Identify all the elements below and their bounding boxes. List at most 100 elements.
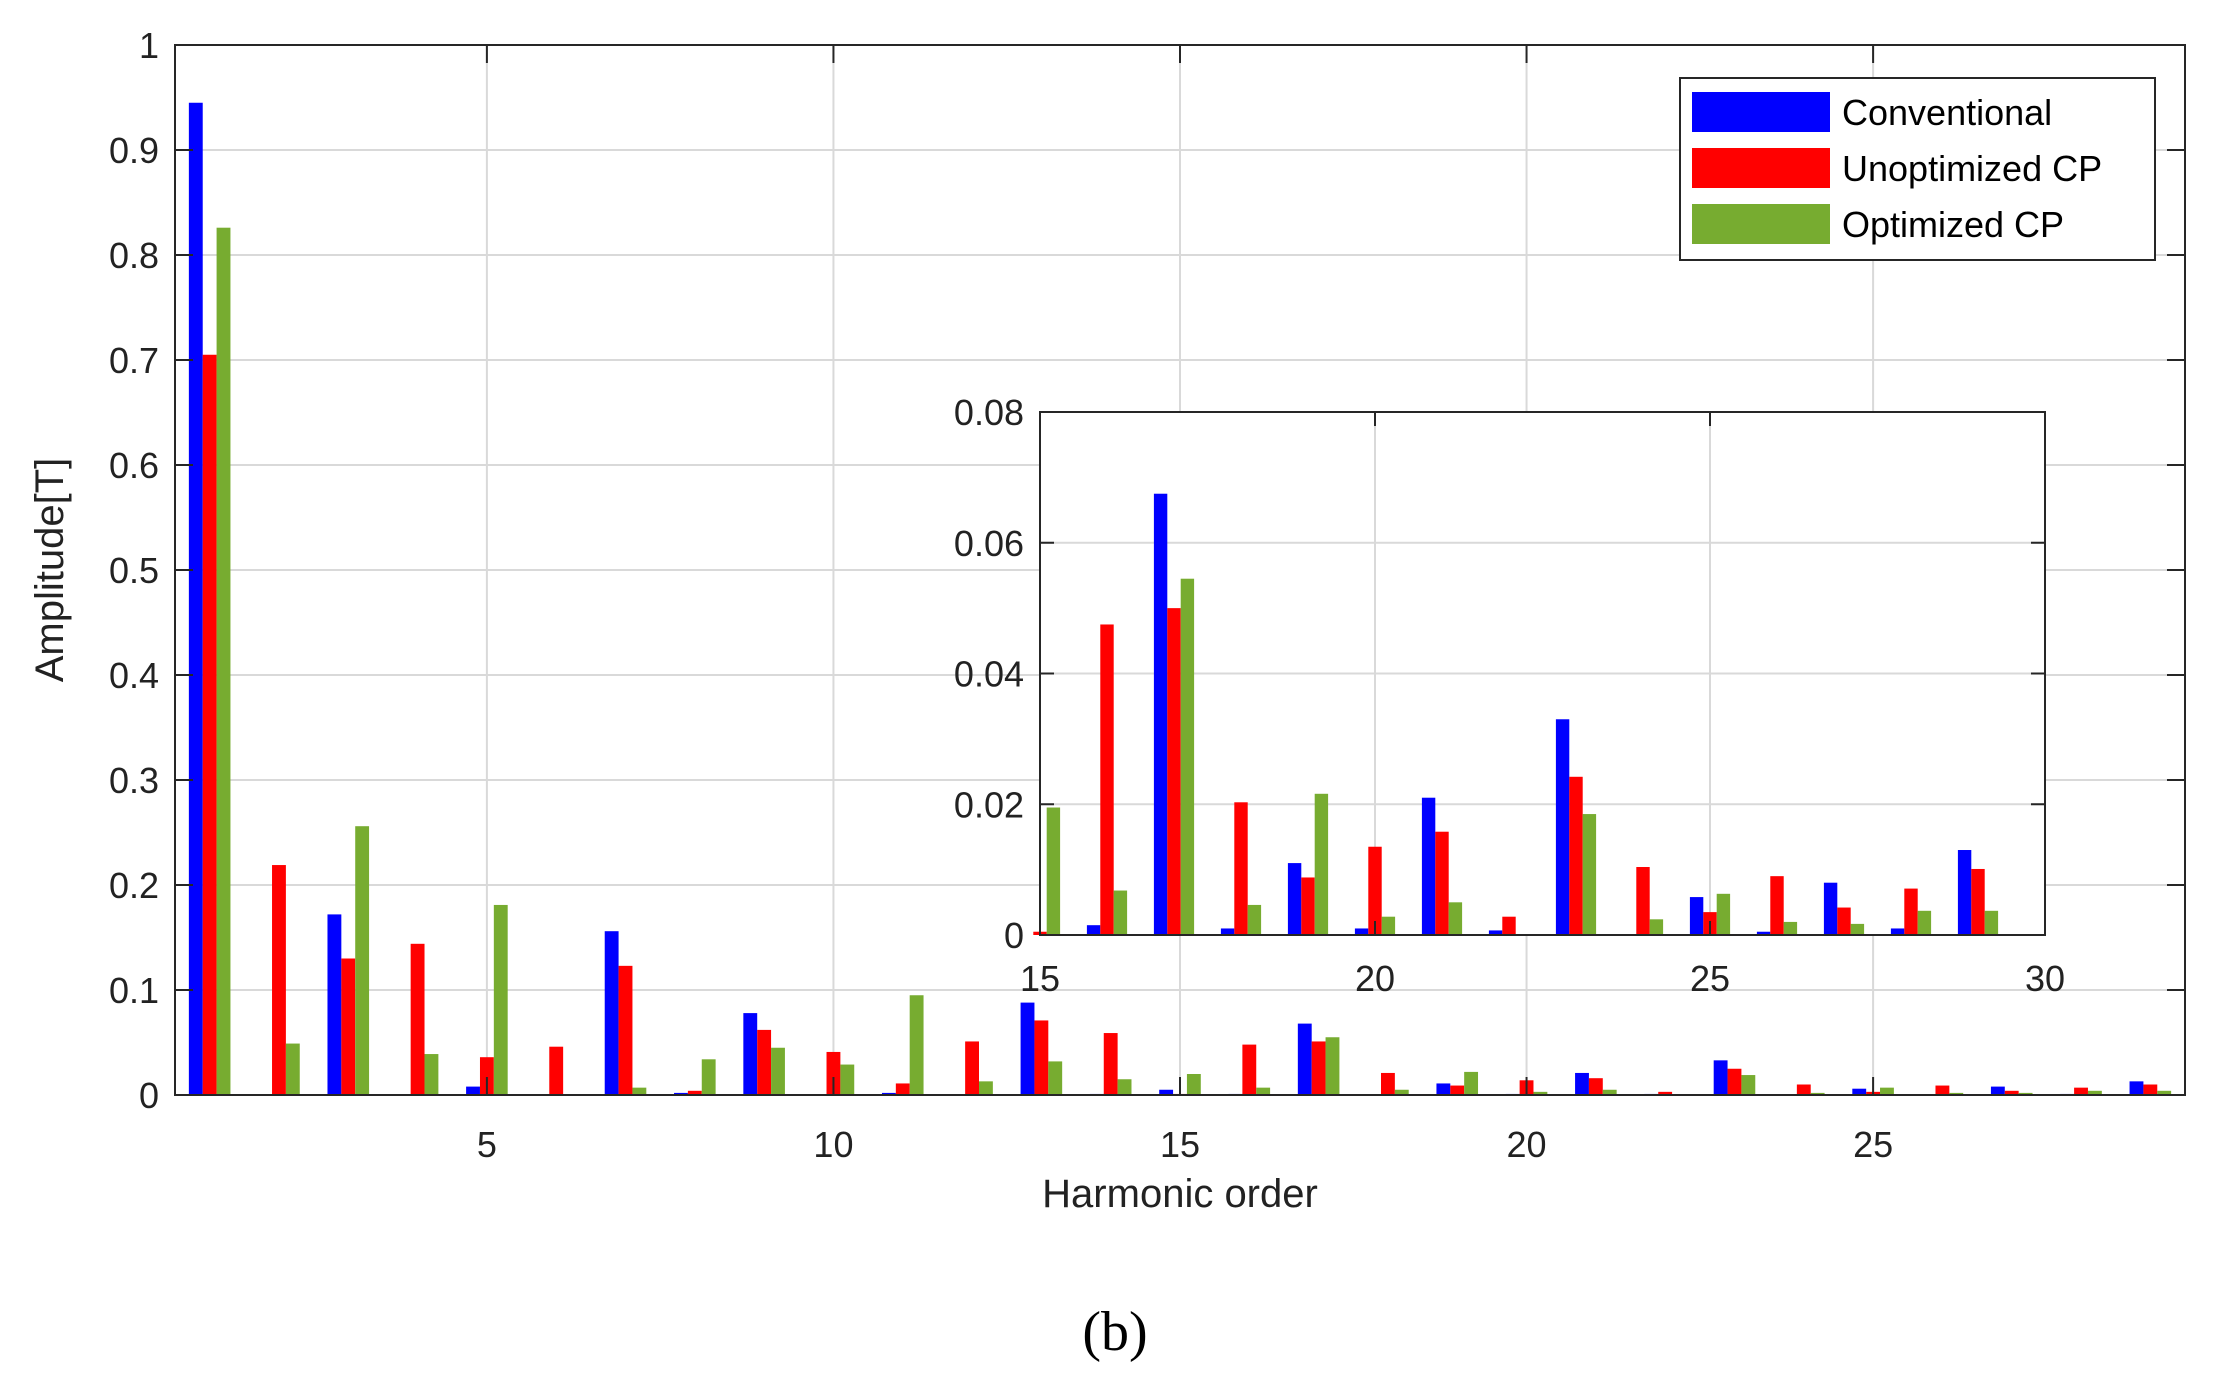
main-bar-unoptimized-cp-h24 xyxy=(1796,1084,1811,1095)
main-bar-optimized-cp-h19 xyxy=(1464,1071,1479,1095)
inset-bar-conventional-h27 xyxy=(1823,882,1838,935)
main-bar-conventional-h11 xyxy=(881,1092,896,1095)
inset-plot: 15 20 25 30 0 0.02 0.04 0.06 0.08 xyxy=(954,392,2065,999)
main-bar-optimized-cp-h1 xyxy=(216,227,231,1095)
inset-bar-unoptimized-cp-h26 xyxy=(1770,876,1784,935)
inset-bar-conventional-h20 xyxy=(1354,928,1369,935)
inset-bar-conventional-h26 xyxy=(1756,931,1771,935)
main-y-tick-label: 1 xyxy=(139,25,159,66)
inset-bar-optimized-cp-h21 xyxy=(1448,902,1463,935)
inset-bar-unoptimized-cp-h27 xyxy=(1837,907,1851,935)
inset-bar-unoptimized-cp-h20 xyxy=(1368,846,1382,935)
main-bar-optimized-cp-h2 xyxy=(285,1043,300,1095)
inset-bar-optimized-cp-h17 xyxy=(1180,578,1195,935)
inset-bar-unoptimized-cp-h16 xyxy=(1100,624,1114,935)
inset-bar-optimized-cp-h23 xyxy=(1582,814,1597,935)
main-bar-unoptimized-cp-h23 xyxy=(1727,1068,1742,1095)
main-y-tick-label: 0.3 xyxy=(109,760,159,801)
main-bar-unoptimized-cp-h2 xyxy=(272,865,286,1095)
inset-bar-optimized-cp-h27 xyxy=(1850,923,1865,935)
inset-bar-optimized-cp-h28 xyxy=(1917,910,1932,935)
inset-bar-optimized-cp-h19 xyxy=(1314,793,1329,935)
inset-bar-unoptimized-cp-h28 xyxy=(1904,888,1918,935)
inset-y-tick-label: 0.08 xyxy=(954,392,1024,433)
main-bar-optimized-cp-h3 xyxy=(355,826,370,1095)
main-bar-optimized-cp-h18 xyxy=(1394,1089,1409,1095)
main-bar-optimized-cp-h20 xyxy=(1533,1091,1548,1095)
main-bar-unoptimized-cp-h29 xyxy=(2143,1084,2158,1095)
main-bar-optimized-cp-h4 xyxy=(424,1054,439,1095)
inset-bar-conventional-h29 xyxy=(1957,850,1972,935)
inset-bar-conventional-h25 xyxy=(1689,897,1704,935)
main-bar-optimized-cp-h14 xyxy=(1117,1079,1132,1095)
main-y-tick-label: 0.6 xyxy=(109,445,159,486)
inset-bar-optimized-cp-h29 xyxy=(1984,910,1999,935)
main-y-tick-label: 0.7 xyxy=(109,340,159,381)
inset-y-tick-label: 0.04 xyxy=(954,654,1024,695)
main-bar-unoptimized-cp-h14 xyxy=(1103,1033,1118,1095)
main-bar-unoptimized-cp-h28 xyxy=(2074,1087,2088,1095)
main-bar-unoptimized-cp-h7 xyxy=(618,965,633,1095)
main-bar-unoptimized-cp-h13 xyxy=(1034,1020,1049,1095)
inset-bar-conventional-h16 xyxy=(1086,925,1101,935)
inset-bar-conventional-h17 xyxy=(1153,493,1168,935)
main-y-tick-label: 0.1 xyxy=(109,970,159,1011)
inset-x-tick-label: 25 xyxy=(1690,958,1730,999)
inset-bar-optimized-cp-h24 xyxy=(1649,919,1664,935)
inset-bar-conventional-h21 xyxy=(1421,797,1436,935)
legend: Conventional Unoptimized CP Optimized CP xyxy=(1679,77,2156,261)
inset-bar-unoptimized-cp-h22 xyxy=(1502,916,1516,935)
main-bar-conventional-h13 xyxy=(1020,1002,1035,1095)
main-bar-conventional-h1 xyxy=(188,102,203,1095)
inset-bar-optimized-cp-h15 xyxy=(1046,807,1061,935)
main-bar-optimized-cp-h25 xyxy=(1880,1087,1894,1095)
main-bar-unoptimized-cp-h6 xyxy=(549,1046,564,1095)
main-bar-optimized-cp-h16 xyxy=(1256,1087,1271,1095)
main-y-tick-label: 0.9 xyxy=(109,130,159,171)
legend-swatch-conventional xyxy=(1692,92,1830,132)
main-bar-optimized-cp-h26 xyxy=(1949,1092,1964,1095)
main-bar-conventional-h8 xyxy=(674,1092,688,1095)
main-bar-optimized-cp-h28 xyxy=(2087,1090,2102,1095)
main-bar-conventional-h19 xyxy=(1436,1083,1451,1095)
inset-bar-unoptimized-cp-h23 xyxy=(1569,776,1583,935)
main-bar-unoptimized-cp-h19 xyxy=(1450,1085,1465,1095)
main-bar-optimized-cp-h12 xyxy=(979,1081,993,1095)
main-bar-optimized-cp-h7 xyxy=(632,1087,647,1095)
main-bar-optimized-cp-h24 xyxy=(1810,1092,1825,1095)
main-bar-unoptimized-cp-h18 xyxy=(1381,1072,1395,1095)
inset-bar-unoptimized-cp-h21 xyxy=(1435,831,1449,935)
inset-bar-optimized-cp-h20 xyxy=(1381,916,1396,935)
main-y-tick-label: 0.4 xyxy=(109,655,159,696)
main-bar-unoptimized-cp-h12 xyxy=(965,1041,979,1095)
inset-x-tick-label: 30 xyxy=(2025,958,2065,999)
inset-bar-conventional-h28 xyxy=(1890,928,1905,935)
main-bar-optimized-cp-h8 xyxy=(701,1059,716,1095)
main-bar-conventional-h15 xyxy=(1159,1089,1174,1095)
inset-bar-unoptimized-cp-h19 xyxy=(1301,877,1315,935)
main-y-tick-label: 0.2 xyxy=(109,865,159,906)
main-bar-unoptimized-cp-h11 xyxy=(895,1083,910,1095)
main-bar-conventional-h29 xyxy=(2129,1081,2144,1095)
main-x-tick-label: 15 xyxy=(1160,1124,1200,1165)
main-bar-unoptimized-cp-h10 xyxy=(826,1051,841,1095)
main-x-tick-label: 5 xyxy=(477,1124,497,1165)
inset-x-tick-label: 20 xyxy=(1355,958,1395,999)
inset-x-tick-label: 15 xyxy=(1020,958,1060,999)
main-bar-optimized-cp-h11 xyxy=(909,995,924,1095)
main-y-tick-label: 0.8 xyxy=(109,235,159,276)
main-bar-conventional-h27 xyxy=(1990,1086,2005,1095)
main-bar-optimized-cp-h15 xyxy=(1186,1074,1201,1095)
main-bar-unoptimized-cp-h5 xyxy=(479,1057,494,1095)
main-bar-optimized-cp-h13 xyxy=(1048,1061,1063,1095)
main-bar-optimized-cp-h21 xyxy=(1602,1089,1617,1095)
main-bar-conventional-h7 xyxy=(604,931,619,1095)
legend-label-unoptimized-cp: Unoptimized CP xyxy=(1842,148,2102,189)
main-y-tick-label: 0.5 xyxy=(109,550,159,591)
main-bar-unoptimized-cp-h1 xyxy=(202,354,217,1095)
main-bar-conventional-h17 xyxy=(1297,1023,1312,1095)
main-bar-optimized-cp-h10 xyxy=(840,1064,855,1095)
inset-y-tick-label: 0 xyxy=(1004,915,1024,956)
main-bar-unoptimized-cp-h8 xyxy=(687,1090,702,1095)
